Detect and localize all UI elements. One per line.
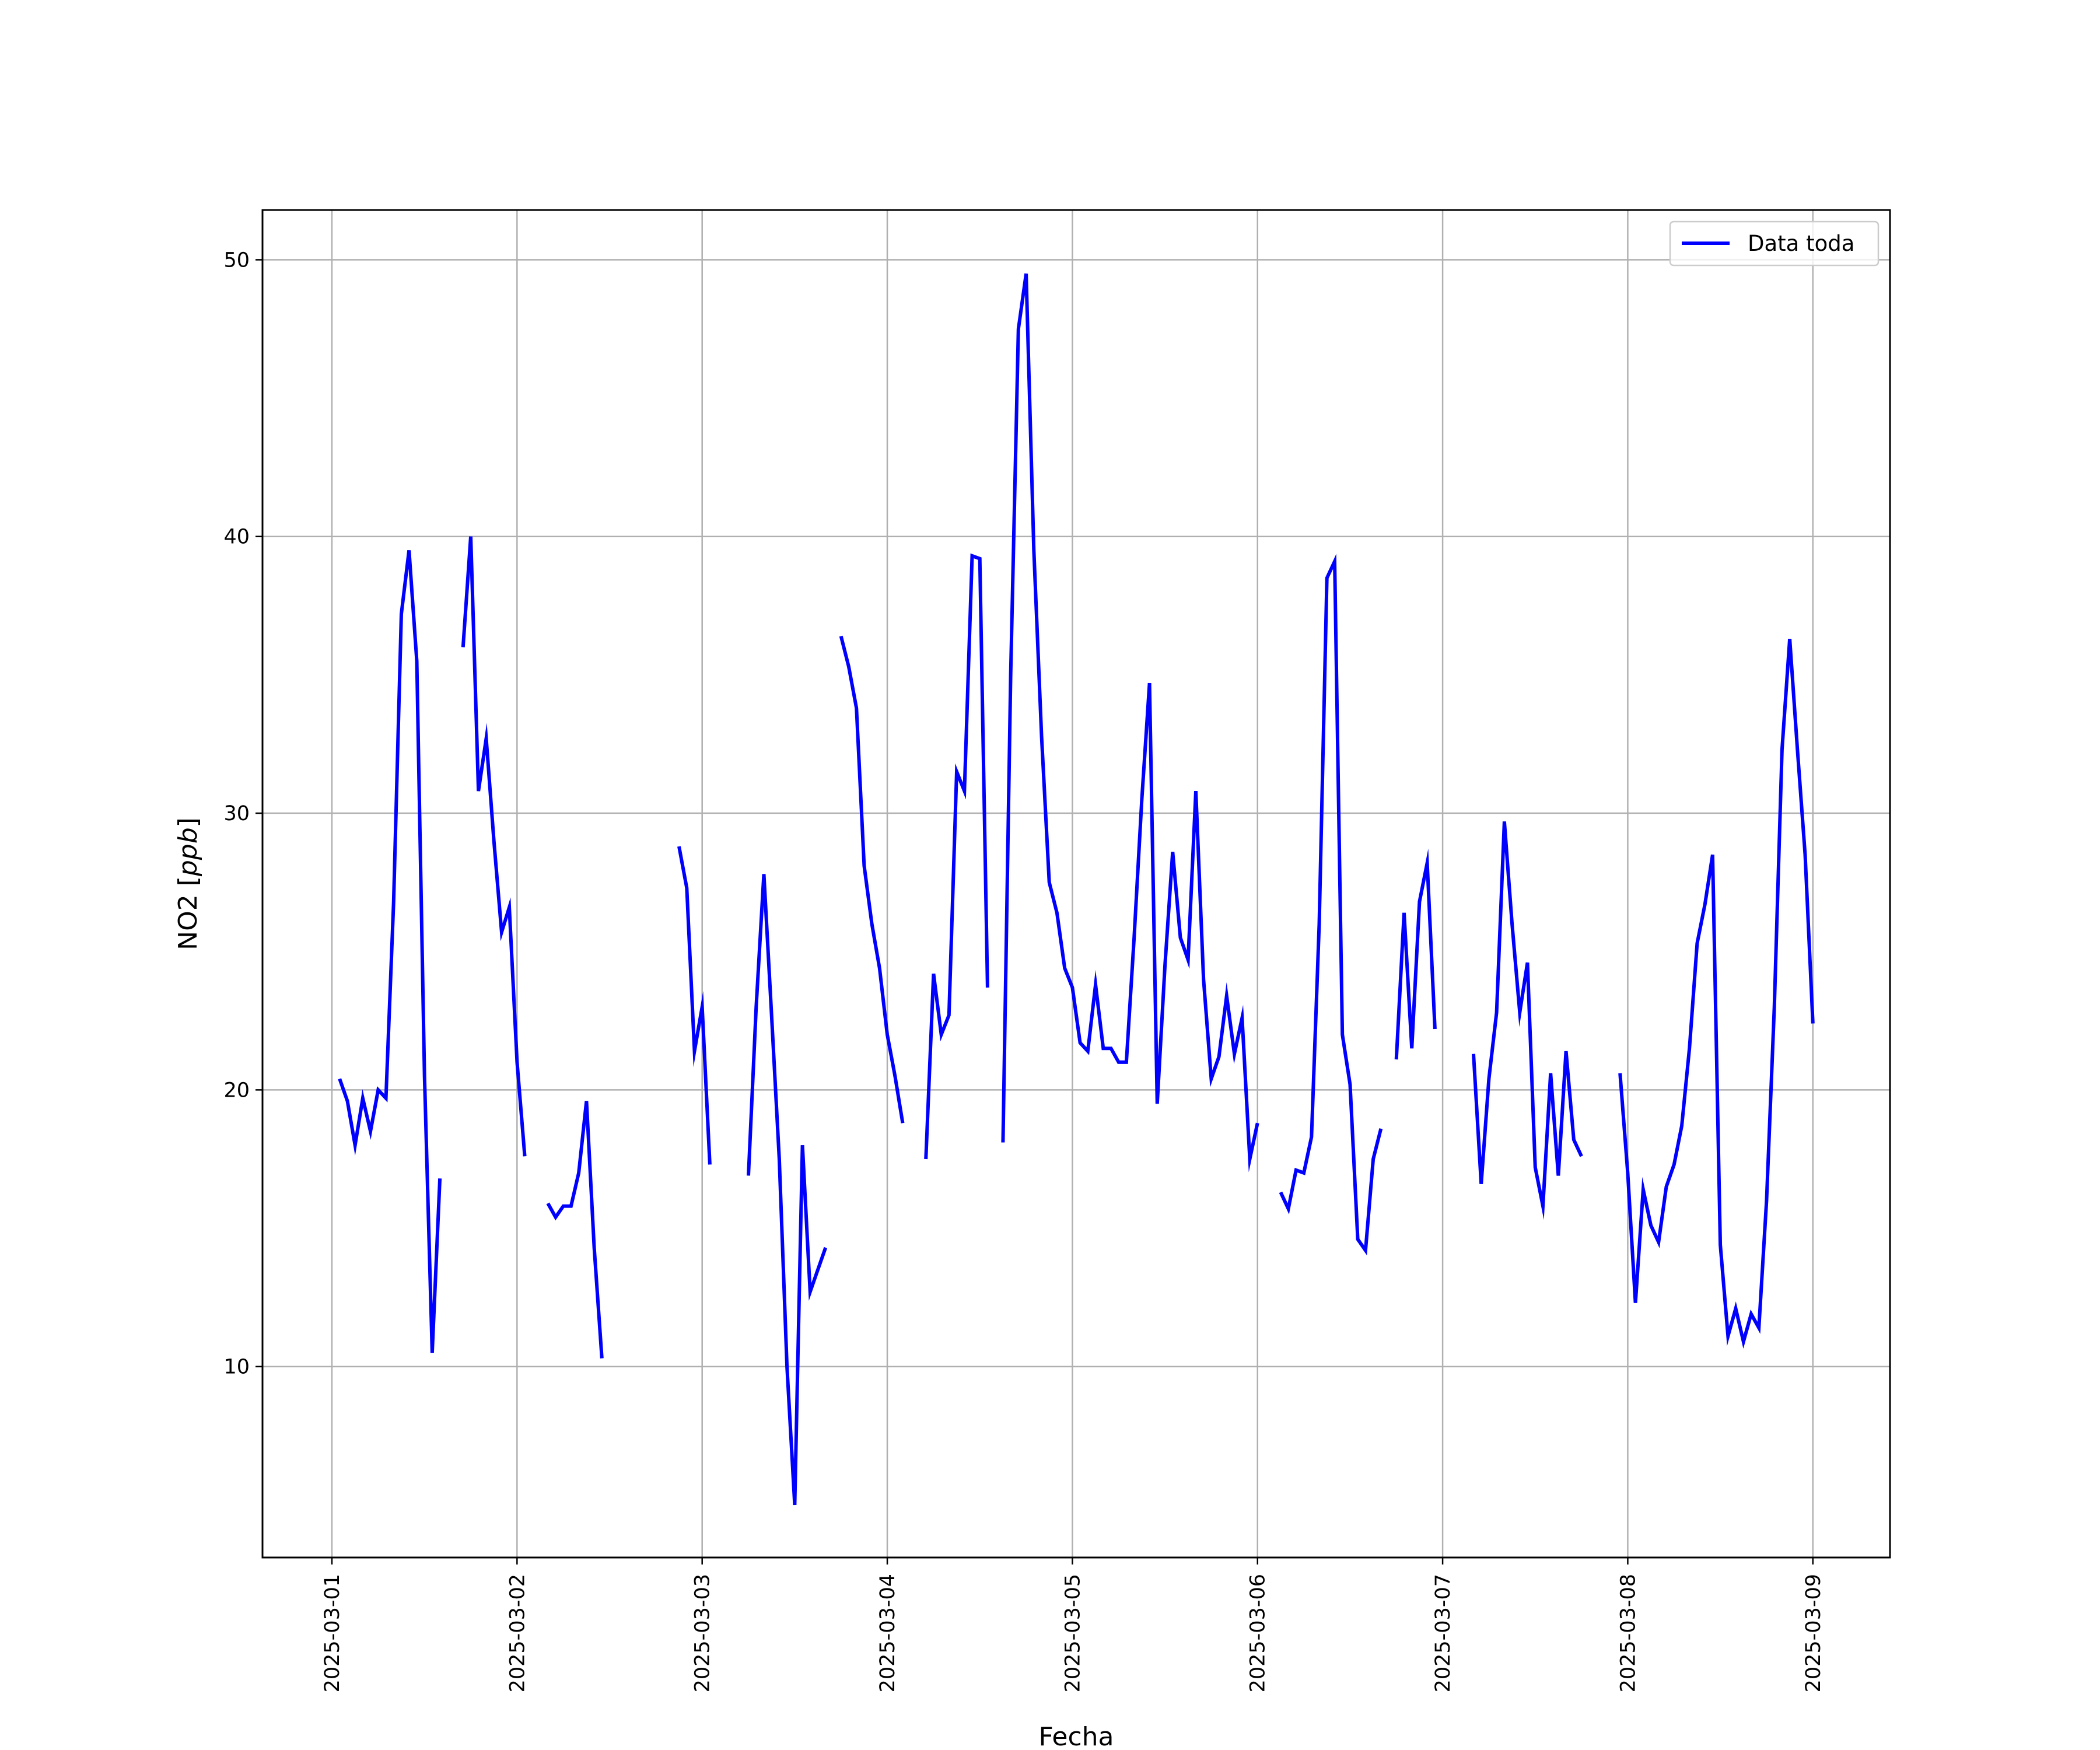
series-line-segment [546, 1101, 604, 1359]
series-line-segment [1279, 554, 1383, 1256]
x-tick-label: 2025-03-05 [1061, 1574, 1084, 1692]
series-line-segment [677, 846, 712, 1165]
x-tick-label: 2025-03-09 [1802, 1574, 1825, 1692]
y-tick-label: 30 [223, 802, 250, 825]
y-tick-label: 50 [223, 249, 250, 272]
x-tick-label: 2025-03-08 [1616, 1574, 1640, 1692]
y-tick-label: 10 [223, 1356, 250, 1379]
y-axis: 10 20 30 40 50 [223, 249, 262, 1379]
series-line-segment [1618, 638, 1815, 1349]
x-axis: 2025-03-01 2025-03-02 2025-03-03 2025-03-04… [321, 1558, 1825, 1692]
legend: Data toda [1669, 220, 1880, 267]
series-line-segment [839, 635, 905, 1124]
x-axis-title: Fecha [1038, 1722, 1114, 1750]
series-data-toda [338, 273, 1815, 1506]
grid [262, 210, 1890, 1558]
y-tick-label: 40 [223, 526, 250, 549]
series-line-segment [1001, 273, 1259, 1172]
legend-label: Data toda [1748, 231, 1854, 256]
series-line-segment [924, 553, 989, 1160]
plot-frame [261, 209, 1891, 1559]
y-tick-label: 20 [223, 1079, 250, 1102]
y-axis-title-main: NO2 [ [173, 876, 203, 950]
x-tick-label: 2025-03-04 [876, 1574, 900, 1692]
y-axis-title: NO2 [ppb] [173, 817, 203, 950]
x-tick-label: 2025-03-01 [321, 1574, 344, 1692]
x-tick-label: 2025-03-07 [1432, 1574, 1455, 1692]
y-axis-title-unit: ppb [173, 827, 203, 877]
series-line-segment [1472, 821, 1583, 1220]
x-tick-label: 2025-03-03 [691, 1574, 715, 1692]
x-tick-label: 2025-03-02 [506, 1574, 529, 1692]
series-line-segment [1394, 848, 1437, 1060]
y-axis-title-close: ] [173, 817, 203, 827]
x-tick-label: 2025-03-06 [1247, 1574, 1270, 1692]
series-line-segment [338, 550, 442, 1353]
series-line-segment [461, 536, 527, 1157]
series-line-segment [747, 874, 828, 1506]
legend-box [1669, 220, 1880, 267]
